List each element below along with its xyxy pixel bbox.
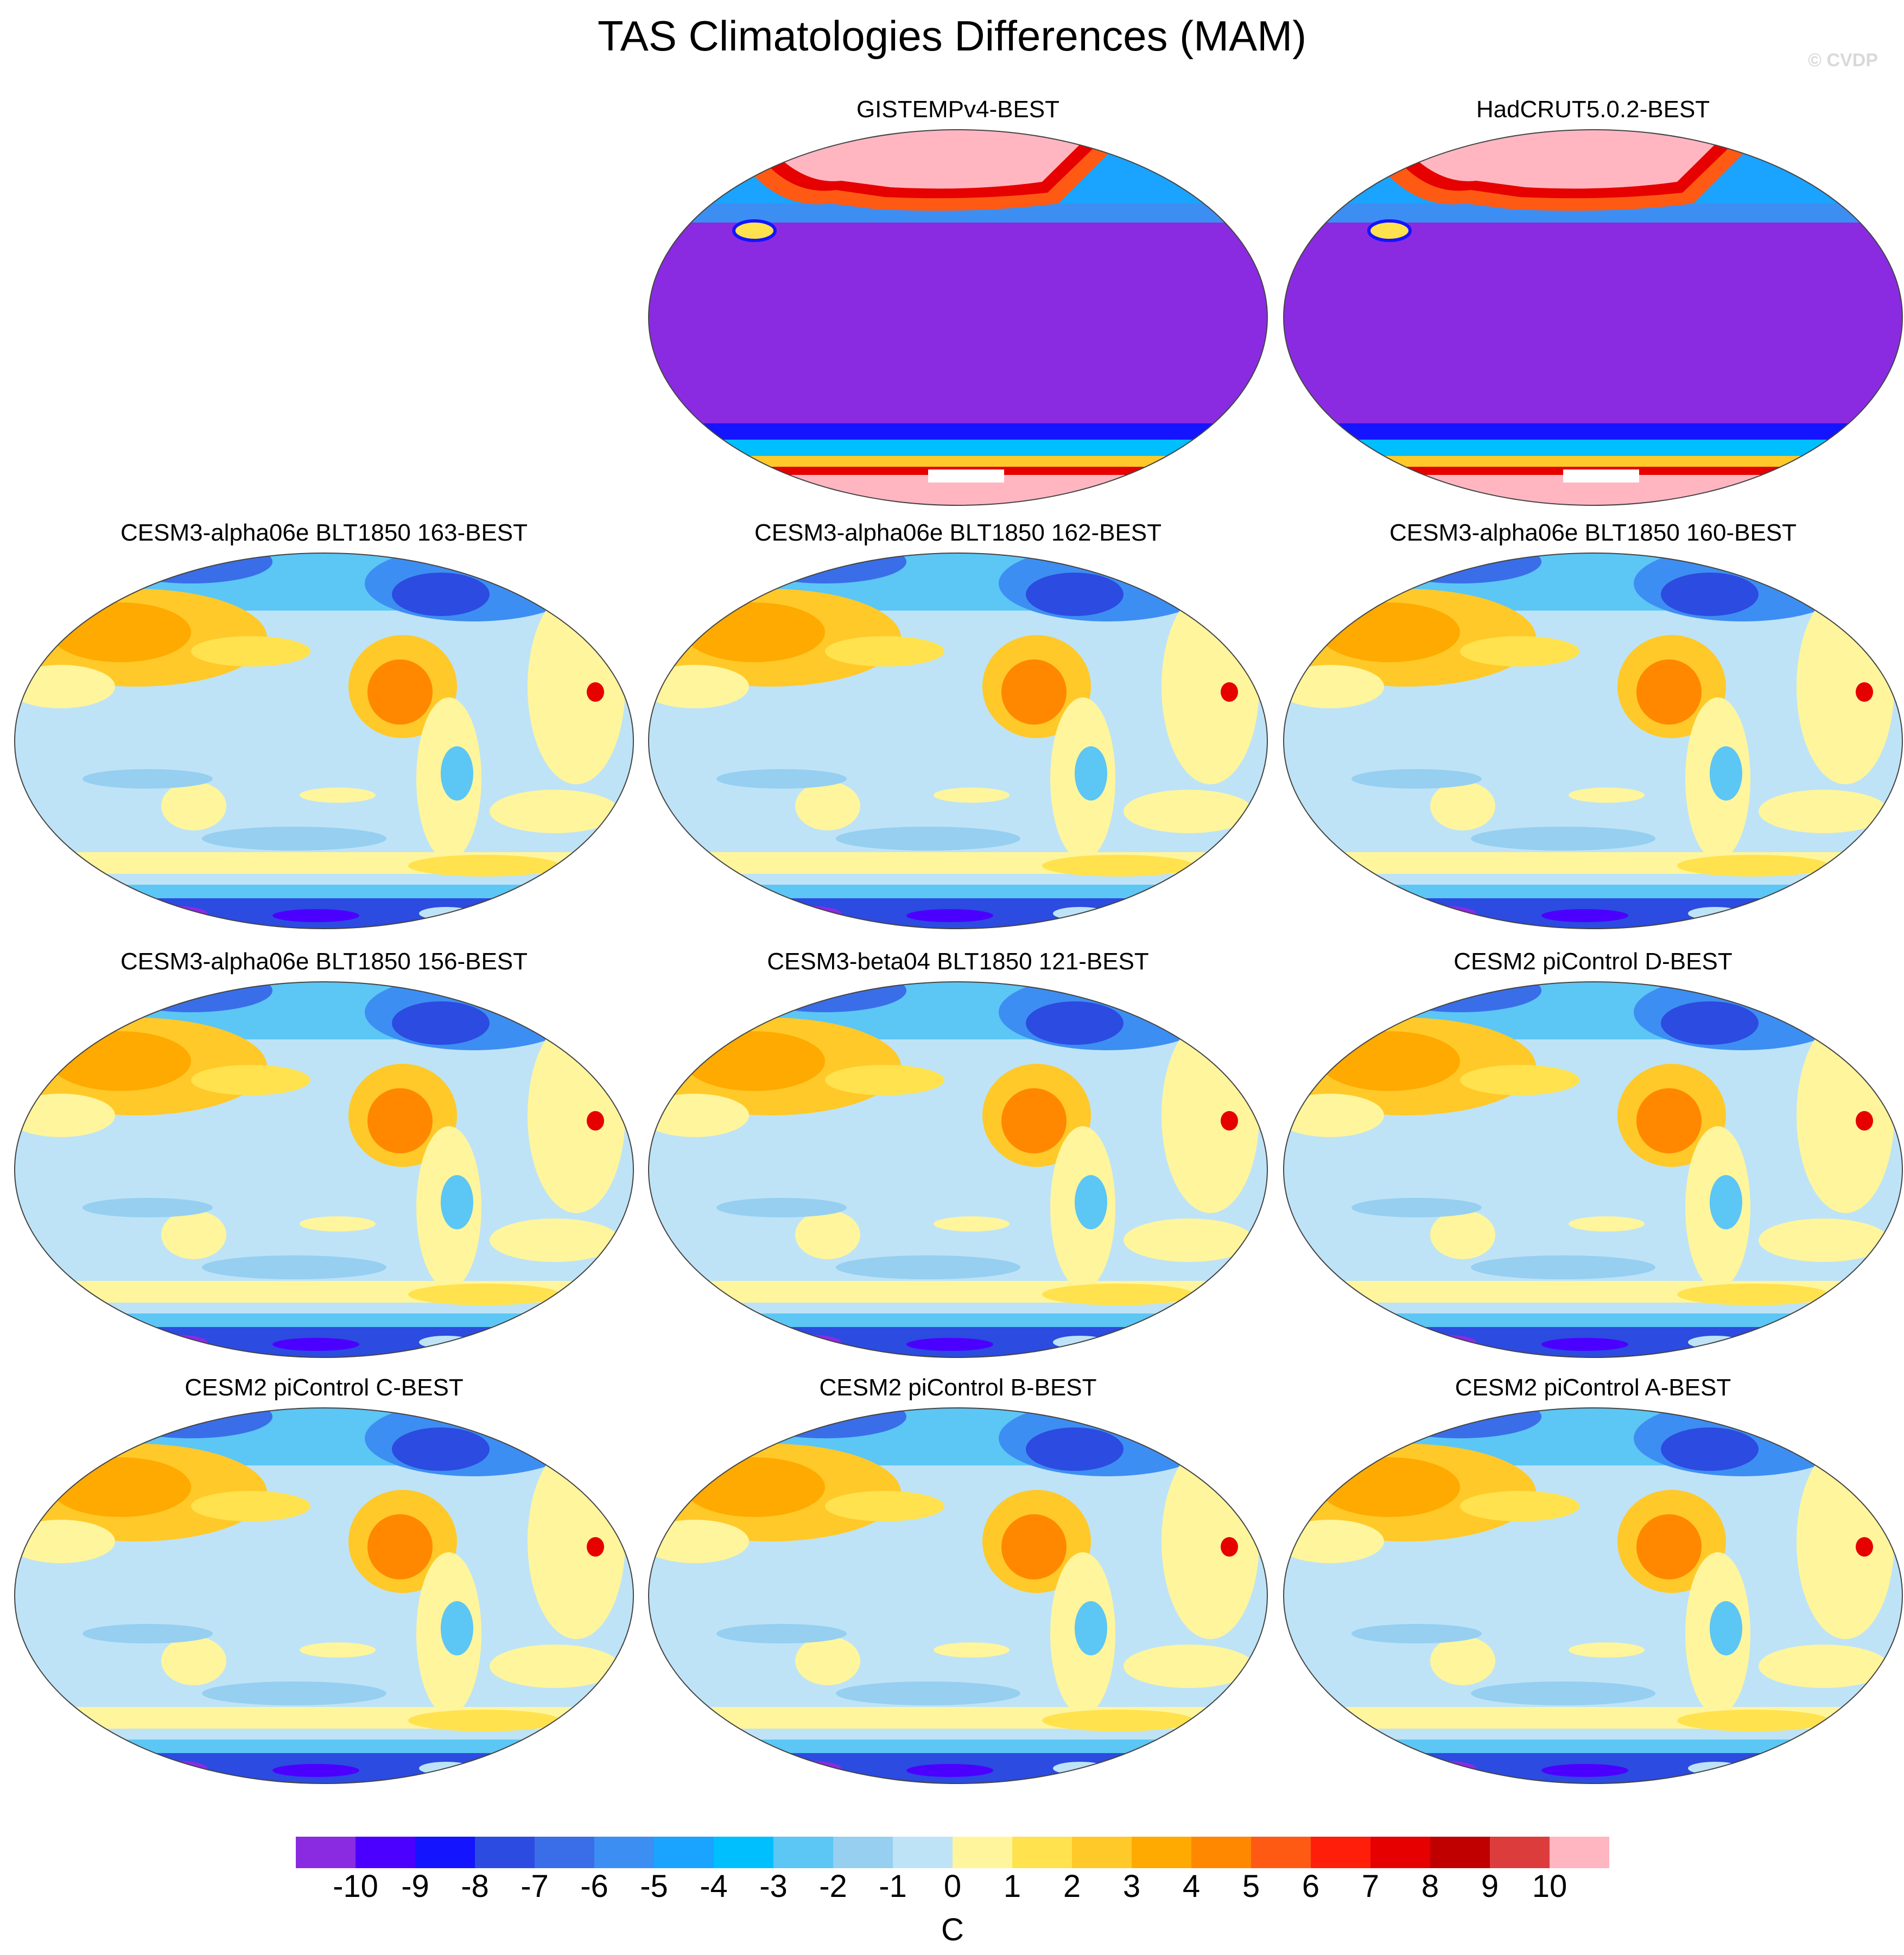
panel-title: CESM2 piControl D-BEST xyxy=(1454,948,1732,975)
colorbar-swatch xyxy=(594,1837,655,1868)
figure-title: TAS Climatologies Differences (MAM) xyxy=(597,12,1307,60)
colorbar-swatch xyxy=(654,1837,714,1868)
map-outline xyxy=(648,129,1268,506)
panel-title: GISTEMPv4-BEST xyxy=(856,96,1060,123)
map-plot xyxy=(1283,129,1903,506)
colorbar-swatch xyxy=(1251,1837,1311,1868)
colorbar-tick-label: -3 xyxy=(759,1869,788,1904)
colorbar-tick-label: 0 xyxy=(943,1869,962,1904)
panel-title: CESM2 piControl B-BEST xyxy=(819,1374,1097,1401)
colorbar-tick-label: 7 xyxy=(1361,1869,1380,1904)
map-outline xyxy=(14,981,634,1358)
colorbar-tick-label: -10 xyxy=(333,1869,378,1904)
colorbar-swatch xyxy=(1132,1837,1192,1868)
panel-title: CESM2 piControl A-BEST xyxy=(1455,1374,1731,1401)
colorbar-swatch xyxy=(773,1837,834,1868)
colorbar-swatch xyxy=(1550,1837,1609,1868)
colorbar-swatch xyxy=(714,1837,774,1868)
colorbar-tick-label: 3 xyxy=(1122,1869,1141,1904)
colorbar-swatch xyxy=(1191,1837,1252,1868)
colorbar-tick-label: -4 xyxy=(700,1869,728,1904)
colorbar-tick-label: -1 xyxy=(879,1869,907,1904)
map-plot xyxy=(648,981,1268,1358)
map-plot xyxy=(14,553,634,929)
map-outline xyxy=(14,553,634,929)
colorbar-tick-label: -9 xyxy=(401,1869,429,1904)
map-plot xyxy=(14,1407,634,1784)
colorbar-tick-label: 9 xyxy=(1481,1869,1499,1904)
colorbar-tick-label: -2 xyxy=(819,1869,847,1904)
panel-title: CESM2 piControl C-BEST xyxy=(185,1374,464,1401)
colorbar-swatch xyxy=(535,1837,595,1868)
map-outline xyxy=(1283,553,1903,929)
colorbar-swatch xyxy=(893,1837,953,1868)
colorbar-tick-label: 5 xyxy=(1242,1869,1260,1904)
map-outline xyxy=(1283,981,1903,1358)
colorbar-swatch xyxy=(1072,1837,1132,1868)
colorbar-swatch xyxy=(475,1837,535,1868)
colorbar-tick-label: 4 xyxy=(1182,1869,1201,1904)
colorbar-swatch xyxy=(833,1837,893,1868)
colorbar-swatch xyxy=(415,1837,475,1868)
panel-title: CESM3-beta04 BLT1850 121-BEST xyxy=(767,948,1149,975)
map-plot xyxy=(648,129,1268,506)
credit-watermark: © CVDP xyxy=(1808,50,1878,71)
map-plot xyxy=(1283,981,1903,1358)
colorbar-tick-label: -8 xyxy=(461,1869,489,1904)
map-plot xyxy=(648,553,1268,929)
colorbar-tick-label: -6 xyxy=(580,1869,608,1904)
colorbar-swatch xyxy=(1490,1837,1550,1868)
map-plot xyxy=(648,1407,1268,1784)
map-outline xyxy=(648,553,1268,929)
colorbar-tick-label: 6 xyxy=(1302,1869,1320,1904)
colorbar-swatch xyxy=(296,1837,356,1868)
panel-title: HadCRUT5.0.2-BEST xyxy=(1476,96,1710,123)
map-outline xyxy=(1283,129,1903,506)
panel-title: CESM3-alpha06e BLT1850 156-BEST xyxy=(120,948,528,975)
colorbar-tick-label: 10 xyxy=(1532,1869,1567,1904)
colorbar-tick-label: -7 xyxy=(521,1869,549,1904)
colorbar xyxy=(296,1837,1609,1868)
colorbar-tick-label: -5 xyxy=(640,1869,668,1904)
colorbar-tick-label: 1 xyxy=(1003,1869,1021,1904)
colorbar-swatch xyxy=(1370,1837,1431,1868)
map-plot xyxy=(1283,553,1903,929)
colorbar-tick-label: 8 xyxy=(1421,1869,1439,1904)
map-plot xyxy=(14,981,634,1358)
map-plot xyxy=(1283,1407,1903,1784)
panel-title: CESM3-alpha06e BLT1850 163-BEST xyxy=(120,519,528,546)
colorbar-swatch xyxy=(953,1837,1013,1868)
map-outline xyxy=(14,1407,634,1784)
map-outline xyxy=(648,981,1268,1358)
colorbar-swatch xyxy=(1012,1837,1072,1868)
colorbar-swatch xyxy=(1430,1837,1490,1868)
map-outline xyxy=(1283,1407,1903,1784)
colorbar-tick-label: 2 xyxy=(1063,1869,1081,1904)
colorbar-swatch xyxy=(1311,1837,1371,1868)
panel-title: CESM3-alpha06e BLT1850 160-BEST xyxy=(1389,519,1797,546)
panel-title: CESM3-alpha06e BLT1850 162-BEST xyxy=(754,519,1162,546)
colorbar-swatch xyxy=(356,1837,416,1868)
map-outline xyxy=(648,1407,1268,1784)
colorbar-unit: C xyxy=(941,1912,964,1947)
